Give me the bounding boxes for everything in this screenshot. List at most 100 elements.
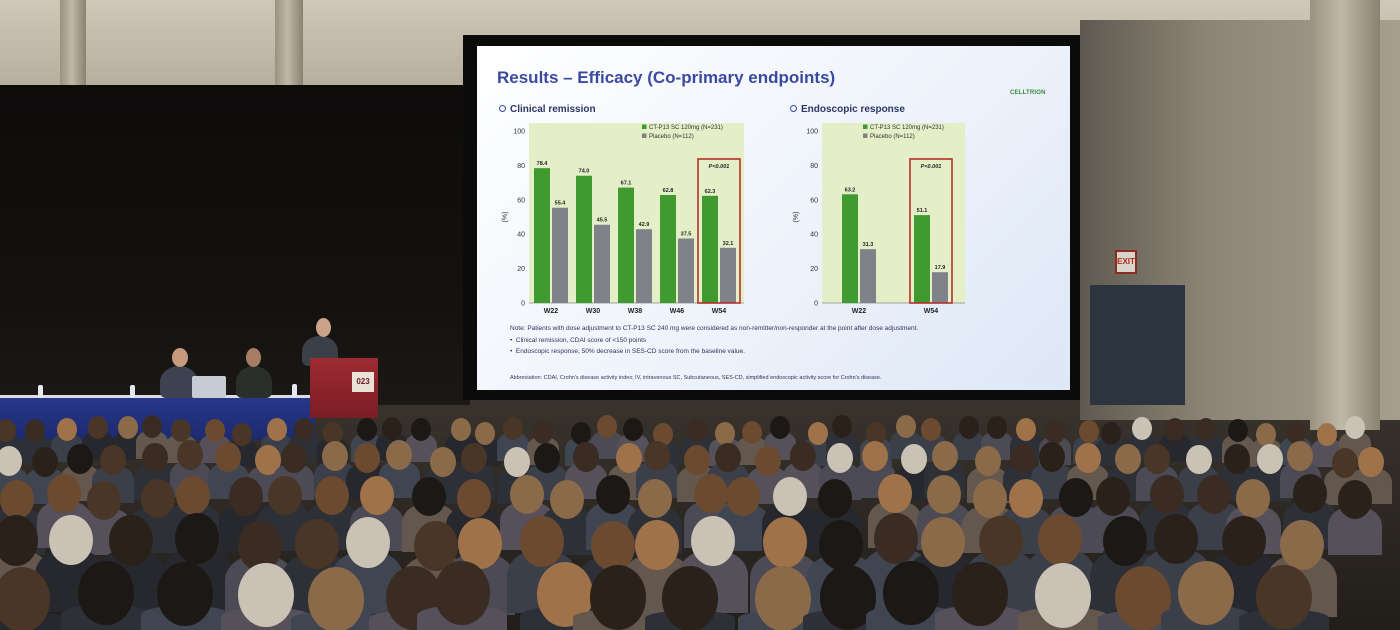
bar-value-label: 62.8: [663, 188, 674, 194]
y-tick-label: 20: [810, 266, 818, 273]
audience-member-head: [596, 415, 617, 439]
audience-member-head: [1287, 440, 1314, 471]
water-bottle: [38, 385, 43, 398]
audience-member-head: [267, 475, 302, 515]
audience-member-head: [832, 415, 853, 439]
bar-value-label: 67.1: [621, 181, 632, 187]
audience-member-head: [952, 561, 1009, 627]
audience-member-head: [171, 418, 192, 442]
y-tick-label: 80: [517, 163, 525, 170]
audience-member-head: [322, 422, 343, 446]
bar-placebo: [932, 272, 948, 303]
legend-entry: CT-P13 SC 120mg (N=231): [870, 125, 944, 131]
audience-member-head: [87, 415, 108, 439]
bar-treatment: [576, 175, 592, 303]
audience-member-head: [1279, 519, 1324, 571]
presentation-slide: Results – Efficacy (Co-primary endpoints…: [477, 46, 1070, 390]
audience-member-head: [461, 443, 488, 473]
audience-member-head: [353, 443, 380, 474]
highlight-box: [909, 158, 953, 304]
audience-member-head: [238, 520, 283, 572]
audience-member-head: [1035, 563, 1092, 628]
audience-member-head: [1285, 420, 1306, 444]
audience-member-head: [643, 440, 670, 471]
audience-member-head: [1009, 479, 1044, 519]
bar-treatment: [534, 168, 550, 303]
audience-member-head: [322, 440, 349, 471]
audience-member-head: [237, 562, 294, 628]
y-tick-label: 100: [513, 129, 525, 136]
audience-member-head: [1177, 560, 1234, 626]
audience-member-head: [1227, 418, 1248, 442]
audience-member-head: [882, 561, 939, 626]
y-axis-label: (%): [502, 212, 509, 223]
audience-member-head: [32, 447, 59, 477]
audience-member-head: [456, 478, 491, 518]
bar-value-label: 32.1: [723, 241, 734, 247]
bar-placebo: [860, 249, 876, 303]
legend-swatch: [863, 133, 868, 138]
bar-value-label: 37.5: [681, 232, 692, 238]
y-tick-label: 0: [521, 301, 525, 308]
audience-member-head: [590, 565, 647, 630]
audience-member-head: [1010, 443, 1037, 474]
bar-treatment: [618, 187, 634, 303]
y-tick-label: 100: [806, 129, 818, 136]
audience-member-head: [900, 444, 927, 475]
audience-member-head: [1236, 478, 1271, 518]
audience-member-head: [157, 561, 214, 626]
audience-member-head: [1316, 422, 1337, 446]
x-tick-label: W38: [628, 308, 643, 315]
bar-value-label: 51.1: [917, 208, 928, 214]
exit-sign: EXIT: [1115, 250, 1137, 274]
audience-member-head: [47, 473, 82, 513]
audience-member-head: [229, 477, 264, 517]
audience-member-head: [314, 475, 349, 515]
audience-member-head: [345, 517, 390, 568]
circle-bullet-icon: [499, 105, 506, 112]
bar-treatment: [702, 195, 718, 303]
audience-member-head: [1037, 514, 1082, 565]
audience-member-head: [653, 422, 674, 446]
x-tick-label: W22: [852, 308, 867, 315]
audience-member-head: [931, 440, 958, 471]
panelist-right: [236, 366, 272, 398]
audience-member-head: [48, 514, 93, 566]
bar-placebo: [636, 229, 652, 303]
legend-swatch: [642, 124, 647, 129]
bar-value-label: 55.4: [555, 201, 567, 207]
audience-member-head: [1058, 477, 1093, 517]
audience-member-head: [693, 473, 728, 513]
audience-member-head: [177, 440, 204, 471]
audience-member-head: [866, 421, 887, 445]
slide-title: Results – Efficacy (Co-primary endpoints…: [497, 68, 836, 87]
audience-member-head: [1345, 415, 1366, 439]
laptop: [192, 376, 226, 398]
audience-member-head: [878, 473, 913, 513]
audience-member-head: [205, 419, 226, 443]
audience-member-head: [1144, 443, 1171, 474]
audience-member-head: [141, 442, 168, 473]
y-tick-label: 60: [810, 197, 818, 204]
audience-member-head: [762, 517, 807, 569]
audience-member-head: [684, 444, 711, 475]
legend-entry: Placebo (N=112): [649, 134, 694, 140]
audience-member-head: [770, 416, 791, 440]
endoscopic-response-chart: (%) 0 20 40 60 80 100 63.2 31.3 W22 51.1 17.9 W54 P<0…: [793, 123, 965, 315]
audience-member-head: [0, 446, 22, 476]
bar-value-label: 63.2: [845, 187, 856, 193]
y-tick-label: 60: [517, 197, 525, 204]
audience-member-head: [100, 445, 127, 476]
audience-member-head: [595, 474, 630, 514]
audience-member-head: [1114, 444, 1141, 475]
y-axis-label: (%): [793, 212, 800, 223]
audience-member-head: [215, 441, 242, 472]
audience-member-head: [295, 518, 340, 570]
audience-member-head: [754, 446, 781, 477]
audience-member-head: [534, 442, 561, 473]
p-value-annotation: P<0.001: [709, 164, 730, 170]
audience-member-head: [359, 476, 394, 516]
slide-note: Note: Patients with dose adjustment to C…: [510, 325, 919, 332]
bar-value-label: 31.3: [863, 242, 874, 248]
audience-member-head: [637, 478, 672, 518]
